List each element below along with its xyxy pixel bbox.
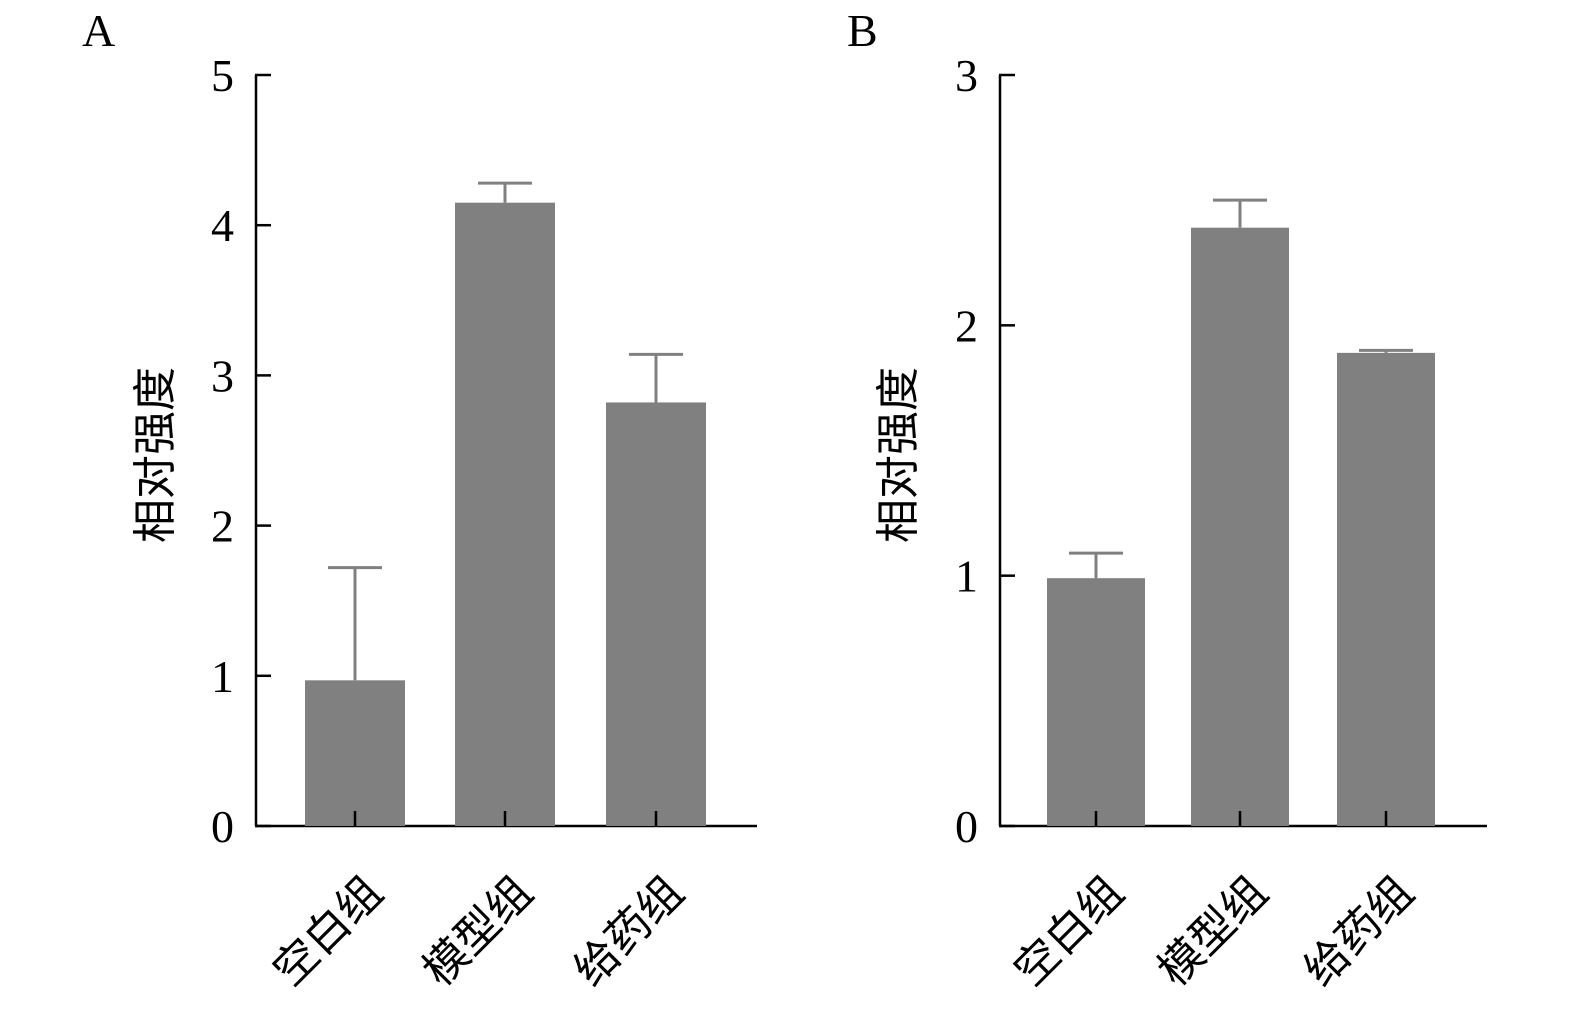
y-tick-label-a: 1	[211, 651, 234, 702]
bar-a	[305, 680, 405, 826]
y-tick-label-a: 2	[211, 501, 234, 552]
y-ticks-a: 0 1 2 3 4 5	[211, 50, 271, 852]
category-label-b: 模型组	[1148, 867, 1277, 996]
panel-label-b: B	[847, 5, 878, 56]
category-label-a: 模型组	[413, 867, 542, 996]
error-bars-a	[328, 181, 683, 681]
bar-a	[455, 202, 555, 827]
bars-b	[1047, 227, 1435, 826]
bar-b	[1337, 352, 1435, 826]
bar-b	[1047, 578, 1145, 826]
y-tick-label-b: 0	[955, 801, 978, 852]
category-label-a: 给药组	[564, 867, 693, 996]
panel-b: B 相对强度 0 1 2 3 空白组 模型组 给药组	[847, 5, 1487, 996]
category-label-b: 空白组	[1004, 867, 1133, 996]
panel-label-a: A	[82, 5, 115, 56]
y-tick-label-a: 5	[211, 50, 234, 101]
category-label-b: 给药组	[1294, 867, 1423, 996]
category-labels-b: 空白组 模型组 给药组	[1004, 867, 1423, 996]
y-tick-label-a: 4	[211, 200, 234, 251]
x-ticks-a	[353, 811, 658, 826]
y-tick-label-a: 0	[211, 801, 234, 852]
y-axis-title-b: 相对强度	[873, 367, 924, 543]
y-tick-label-b: 2	[955, 300, 978, 351]
y-axis-title-a: 相对强度	[130, 367, 181, 543]
y-tick-label-b: 1	[955, 551, 978, 602]
x-ticks-b	[1094, 811, 1388, 826]
y-tick-label-b: 3	[955, 50, 978, 101]
category-label-a: 空白组	[263, 867, 392, 996]
y-tick-label-a: 3	[211, 350, 234, 401]
category-labels-a: 空白组 模型组 给药组	[263, 867, 693, 996]
bar-b	[1191, 227, 1289, 826]
bar-a	[606, 402, 706, 826]
y-ticks-b: 0 1 2 3	[955, 50, 1015, 852]
bars-a	[305, 202, 706, 827]
panel-a: A 相对强度 0 1 2 3 4 5 空白组 模型组 给药组	[82, 5, 757, 996]
error-bars-b	[1069, 198, 1413, 579]
